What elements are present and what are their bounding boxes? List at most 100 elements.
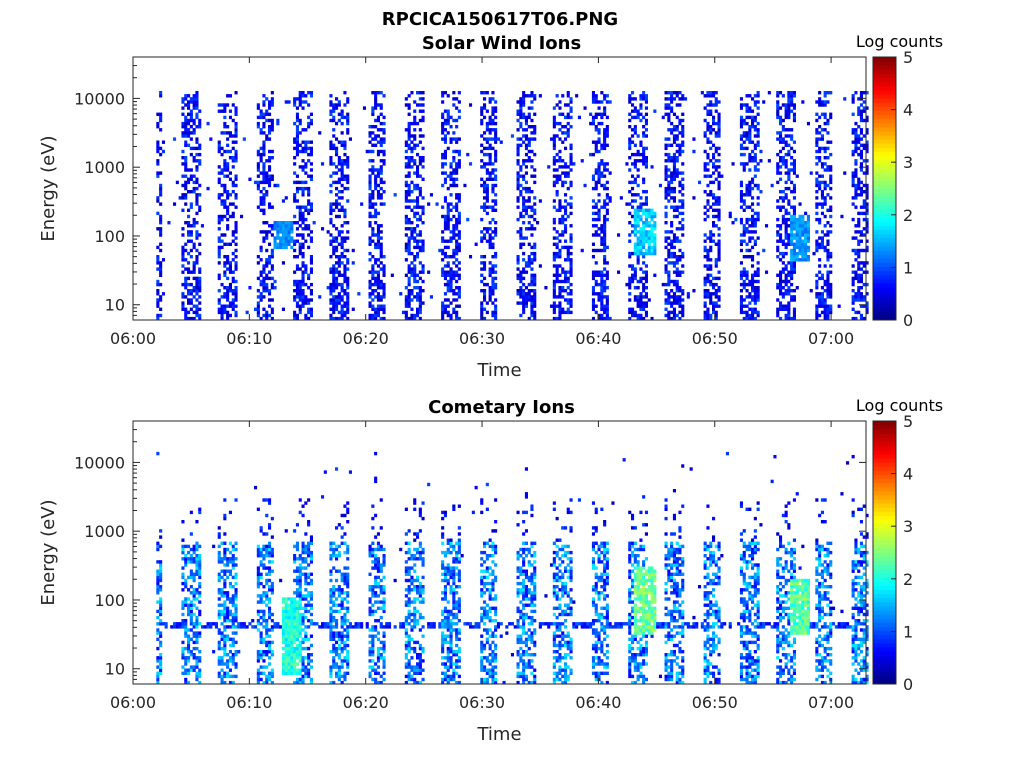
heatmap-cell <box>854 128 858 132</box>
heatmap-cell <box>522 282 526 287</box>
heatmap-cell <box>779 251 783 256</box>
heatmap-cell <box>820 146 824 151</box>
heatmap-cell <box>753 156 757 160</box>
heatmap-cell <box>340 316 344 321</box>
heatmap-cell <box>751 258 755 262</box>
heatmap-cell <box>818 159 822 163</box>
heatmap-cell <box>784 242 788 246</box>
heatmap-cell <box>826 316 830 321</box>
heatmap-cell <box>820 286 824 290</box>
heatmap-cell <box>597 171 601 175</box>
heatmap-cell <box>184 659 188 663</box>
heatmap-cell <box>524 134 528 138</box>
heatmap-cell <box>851 94 855 98</box>
heatmap-cell <box>667 186 671 191</box>
heatmap-cell <box>368 242 372 246</box>
heatmap-cell <box>184 680 188 685</box>
heatmap-cell <box>781 214 785 219</box>
heatmap-cell <box>854 273 858 277</box>
heatmap-cell <box>572 162 576 166</box>
heatmap-cell <box>485 168 489 172</box>
heatmap-cell <box>566 91 570 95</box>
heatmap-cell <box>449 270 453 274</box>
heatmap-cell <box>407 174 411 178</box>
heatmap-cell <box>672 245 676 250</box>
heatmap-cell <box>198 143 202 147</box>
heatmap-cell <box>259 196 263 200</box>
heatmap-cell <box>636 183 640 188</box>
heatmap-cell <box>265 180 269 185</box>
heatmap-cell <box>561 183 565 188</box>
heatmap-cell <box>762 100 766 104</box>
heatmap-cell <box>483 276 487 281</box>
heatmap-cell <box>516 267 520 271</box>
heatmap-cell <box>851 264 855 268</box>
heatmap-cell <box>187 261 191 265</box>
heatmap-cell <box>404 156 408 160</box>
heatmap-cell <box>304 180 308 185</box>
heatmap-cell <box>639 97 643 101</box>
heatmap-cell <box>295 186 299 191</box>
heatmap-cell <box>413 273 417 277</box>
heatmap-cell <box>226 313 230 318</box>
heatmap-cell <box>566 174 570 178</box>
heatmap-cell <box>346 97 350 101</box>
heatmap-cell <box>329 239 333 243</box>
heatmap-cell <box>164 622 168 626</box>
heatmap-cell <box>639 214 643 219</box>
heatmap-cell <box>566 255 570 259</box>
heatmap-cell <box>569 258 573 262</box>
heatmap-cell <box>650 214 654 219</box>
heatmap-cell <box>309 118 313 123</box>
heatmap-cell <box>639 217 643 222</box>
heatmap-cell <box>739 152 743 157</box>
heatmap-cell <box>318 131 322 135</box>
heatmap-cell <box>187 310 191 315</box>
heatmap-cell <box>455 224 459 228</box>
heatmap-cell <box>265 289 269 293</box>
heatmap-cell <box>779 258 783 262</box>
heatmap-cell <box>455 310 459 315</box>
heatmap-cell <box>552 156 556 160</box>
heatmap-cell <box>633 211 637 216</box>
heatmap-cell <box>751 186 755 191</box>
heatmap-cell <box>231 146 235 151</box>
heatmap-cell <box>603 97 607 101</box>
heatmap-cell <box>290 239 294 243</box>
heatmap-cell <box>857 273 861 277</box>
heatmap-cell <box>376 118 380 123</box>
heatmap-cell <box>488 289 492 293</box>
heatmap-cell <box>661 282 665 287</box>
heatmap-cell <box>605 208 609 212</box>
heatmap-cell <box>256 307 260 311</box>
heatmap-cell <box>346 156 350 160</box>
heatmap-cell <box>337 316 341 321</box>
heatmap-cell <box>226 174 230 178</box>
heatmap-cell <box>449 125 453 129</box>
heatmap-cell <box>262 180 266 185</box>
heatmap-cell <box>575 94 579 98</box>
heatmap-cell <box>301 279 305 284</box>
heatmap-cell <box>625 162 629 166</box>
heatmap-cell <box>678 316 682 321</box>
heatmap-cell <box>256 103 260 107</box>
heatmap-cell <box>329 143 333 147</box>
heatmap-cell <box>564 199 568 203</box>
heatmap-cell <box>293 279 297 284</box>
heatmap-cell <box>452 168 456 172</box>
heatmap-cell <box>748 152 752 157</box>
heatmap-cell <box>639 196 643 200</box>
heatmap-cell <box>784 233 788 237</box>
heatmap-cell <box>815 282 819 287</box>
heatmap-cell <box>156 171 160 175</box>
heatmap-cell <box>189 665 193 669</box>
heatmap-cell <box>519 193 523 197</box>
heatmap-cell <box>636 109 640 113</box>
heatmap-cell <box>374 208 378 212</box>
heatmap-cell <box>591 224 595 228</box>
heatmap-cell <box>156 569 160 573</box>
heatmap-cell <box>234 236 238 240</box>
heatmap-cell <box>304 316 308 321</box>
heatmap-cell <box>457 100 461 104</box>
heatmap-cell <box>195 304 199 308</box>
